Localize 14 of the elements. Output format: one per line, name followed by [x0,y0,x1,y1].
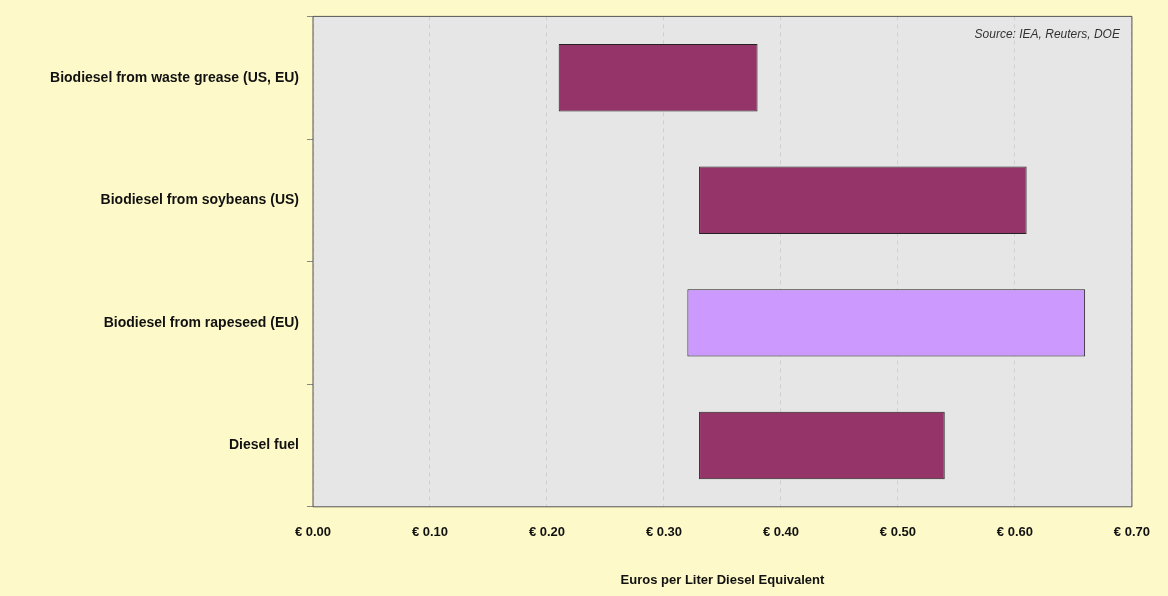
x-tick-label: € 0.70 [1113,524,1151,540]
x-tick-label: € 0.40 [762,524,800,540]
y-tick-label: Biodiesel from rapeseed (EU) [103,313,299,330]
x-tick-label: € 0.50 [879,524,917,540]
x-tick-label: € 0.00 [294,524,332,540]
y-tick-label: Biodiesel from soybeans (US) [100,191,299,208]
y-tick-label: Diesel fuel [228,436,299,453]
x-tick-label: € 0.60 [996,524,1034,540]
x-axis-title: Euros per Liter Diesel Equivalent [620,571,825,587]
x-tick-label: € 0.10 [411,524,449,540]
y-tick-label: Biodiesel from waste grease (US, EU) [50,68,299,85]
x-tick-label: € 0.30 [645,524,683,540]
x-tick-label: € 0.20 [528,524,566,540]
annotation: Source: IEA, Reuters, DOE [974,26,1121,41]
